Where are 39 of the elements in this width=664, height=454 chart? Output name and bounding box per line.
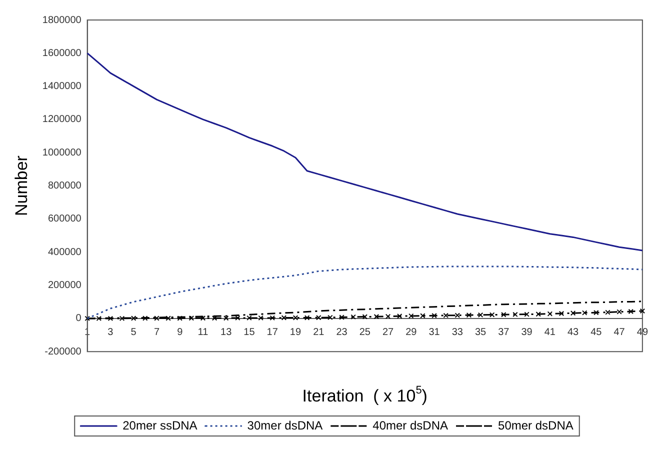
y-tick-label: 200000 [48, 280, 82, 292]
x-tick-label: 47 [614, 327, 626, 338]
y-tick-label: 600000 [48, 214, 82, 225]
x-tick-label: 43 [567, 327, 580, 338]
x-tick-label: 37 [498, 327, 510, 338]
x-tick-label: 23 [336, 327, 348, 338]
y-tick-label: 0 [76, 313, 82, 324]
x-tick-label: 25 [359, 327, 371, 338]
x-tick-label: 19 [290, 327, 302, 338]
x-tick-label: 11 [198, 327, 209, 338]
y-tick-label: 400000 [48, 246, 82, 258]
x-tick-label: 5 [130, 327, 137, 338]
x-tick-label: 21 [313, 327, 325, 338]
y-tick-label: 1400000 [42, 81, 82, 92]
x-tick-label: 39 [521, 327, 533, 338]
y-tick-label: 1200000 [42, 114, 82, 126]
x-tick-label: 13 [220, 327, 232, 338]
x-tick-label: 17 [266, 327, 278, 338]
x-tick-label: 31 [428, 327, 440, 338]
x-tick-label: 29 [406, 327, 418, 338]
y-tick-label: 1600000 [42, 48, 82, 59]
x-tick-label: 41 [544, 327, 556, 338]
y-tick-label: 1800000 [42, 14, 82, 26]
x-tick-label: 3 [108, 327, 114, 338]
x-tick-label: 15 [244, 327, 256, 338]
x-tick-label: 9 [177, 327, 184, 338]
y-axis-title: Number [12, 155, 31, 216]
legend-label: 50mer dsDNA [498, 418, 574, 432]
legend-label: 20mer ssDNA [122, 418, 198, 432]
x-tick-label: 33 [452, 327, 464, 338]
x-tick-label: 35 [474, 327, 487, 338]
legend-label: 40mer dsDNA [372, 418, 448, 432]
x-tick-label: 27 [382, 327, 394, 338]
x-tick-label: 45 [590, 327, 602, 338]
y-tick-label: 1000000 [42, 147, 82, 158]
y-tick-label: -200000 [44, 346, 82, 358]
y-tick-label: 800000 [48, 180, 82, 192]
legend-label: 30mer dsDNA [247, 418, 323, 432]
x-tick-label: 7 [154, 327, 160, 338]
